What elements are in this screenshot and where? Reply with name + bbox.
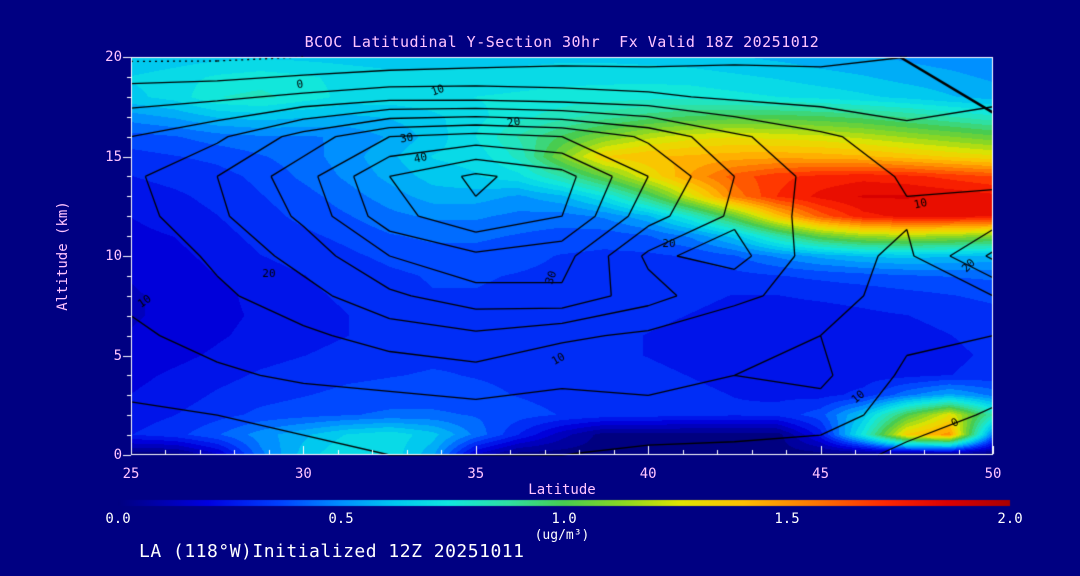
colorbar-tick-label: 2.0 — [997, 511, 1023, 527]
y-tick-label: 20 — [105, 49, 122, 65]
colorbar-tick-label: 1.5 — [774, 511, 800, 527]
x-axis-label: Latitude — [528, 482, 596, 498]
x-tick-label: 45 — [812, 466, 830, 482]
y-axis-label: Altitude (km) — [55, 201, 71, 311]
plot-title: BCOC Latitudinal Y-Section 30hr Fx Valid… — [304, 33, 820, 51]
y-tick-label: 5 — [113, 347, 122, 364]
x-tick-label: 30 — [294, 466, 312, 482]
y-tick-label: 10 — [105, 248, 122, 264]
x-tick-label: 35 — [467, 466, 485, 482]
colorbar-tick-label: 0.0 — [105, 511, 131, 527]
x-tick-label: 50 — [984, 466, 1002, 482]
y-tick-label: 15 — [105, 148, 122, 165]
run-info-annotation: LA (118°W)Initialized 12Z 20251011 — [139, 541, 525, 562]
colorbar-tick-label: 0.5 — [328, 511, 354, 527]
x-tick-label: 25 — [122, 466, 140, 482]
colorbar-tick-label: 1.0 — [551, 511, 577, 527]
y-tick-label: 0 — [113, 447, 122, 463]
x-tick-label: 40 — [639, 466, 657, 482]
colorbar-unit-label: (ug/m³) — [534, 528, 590, 543]
